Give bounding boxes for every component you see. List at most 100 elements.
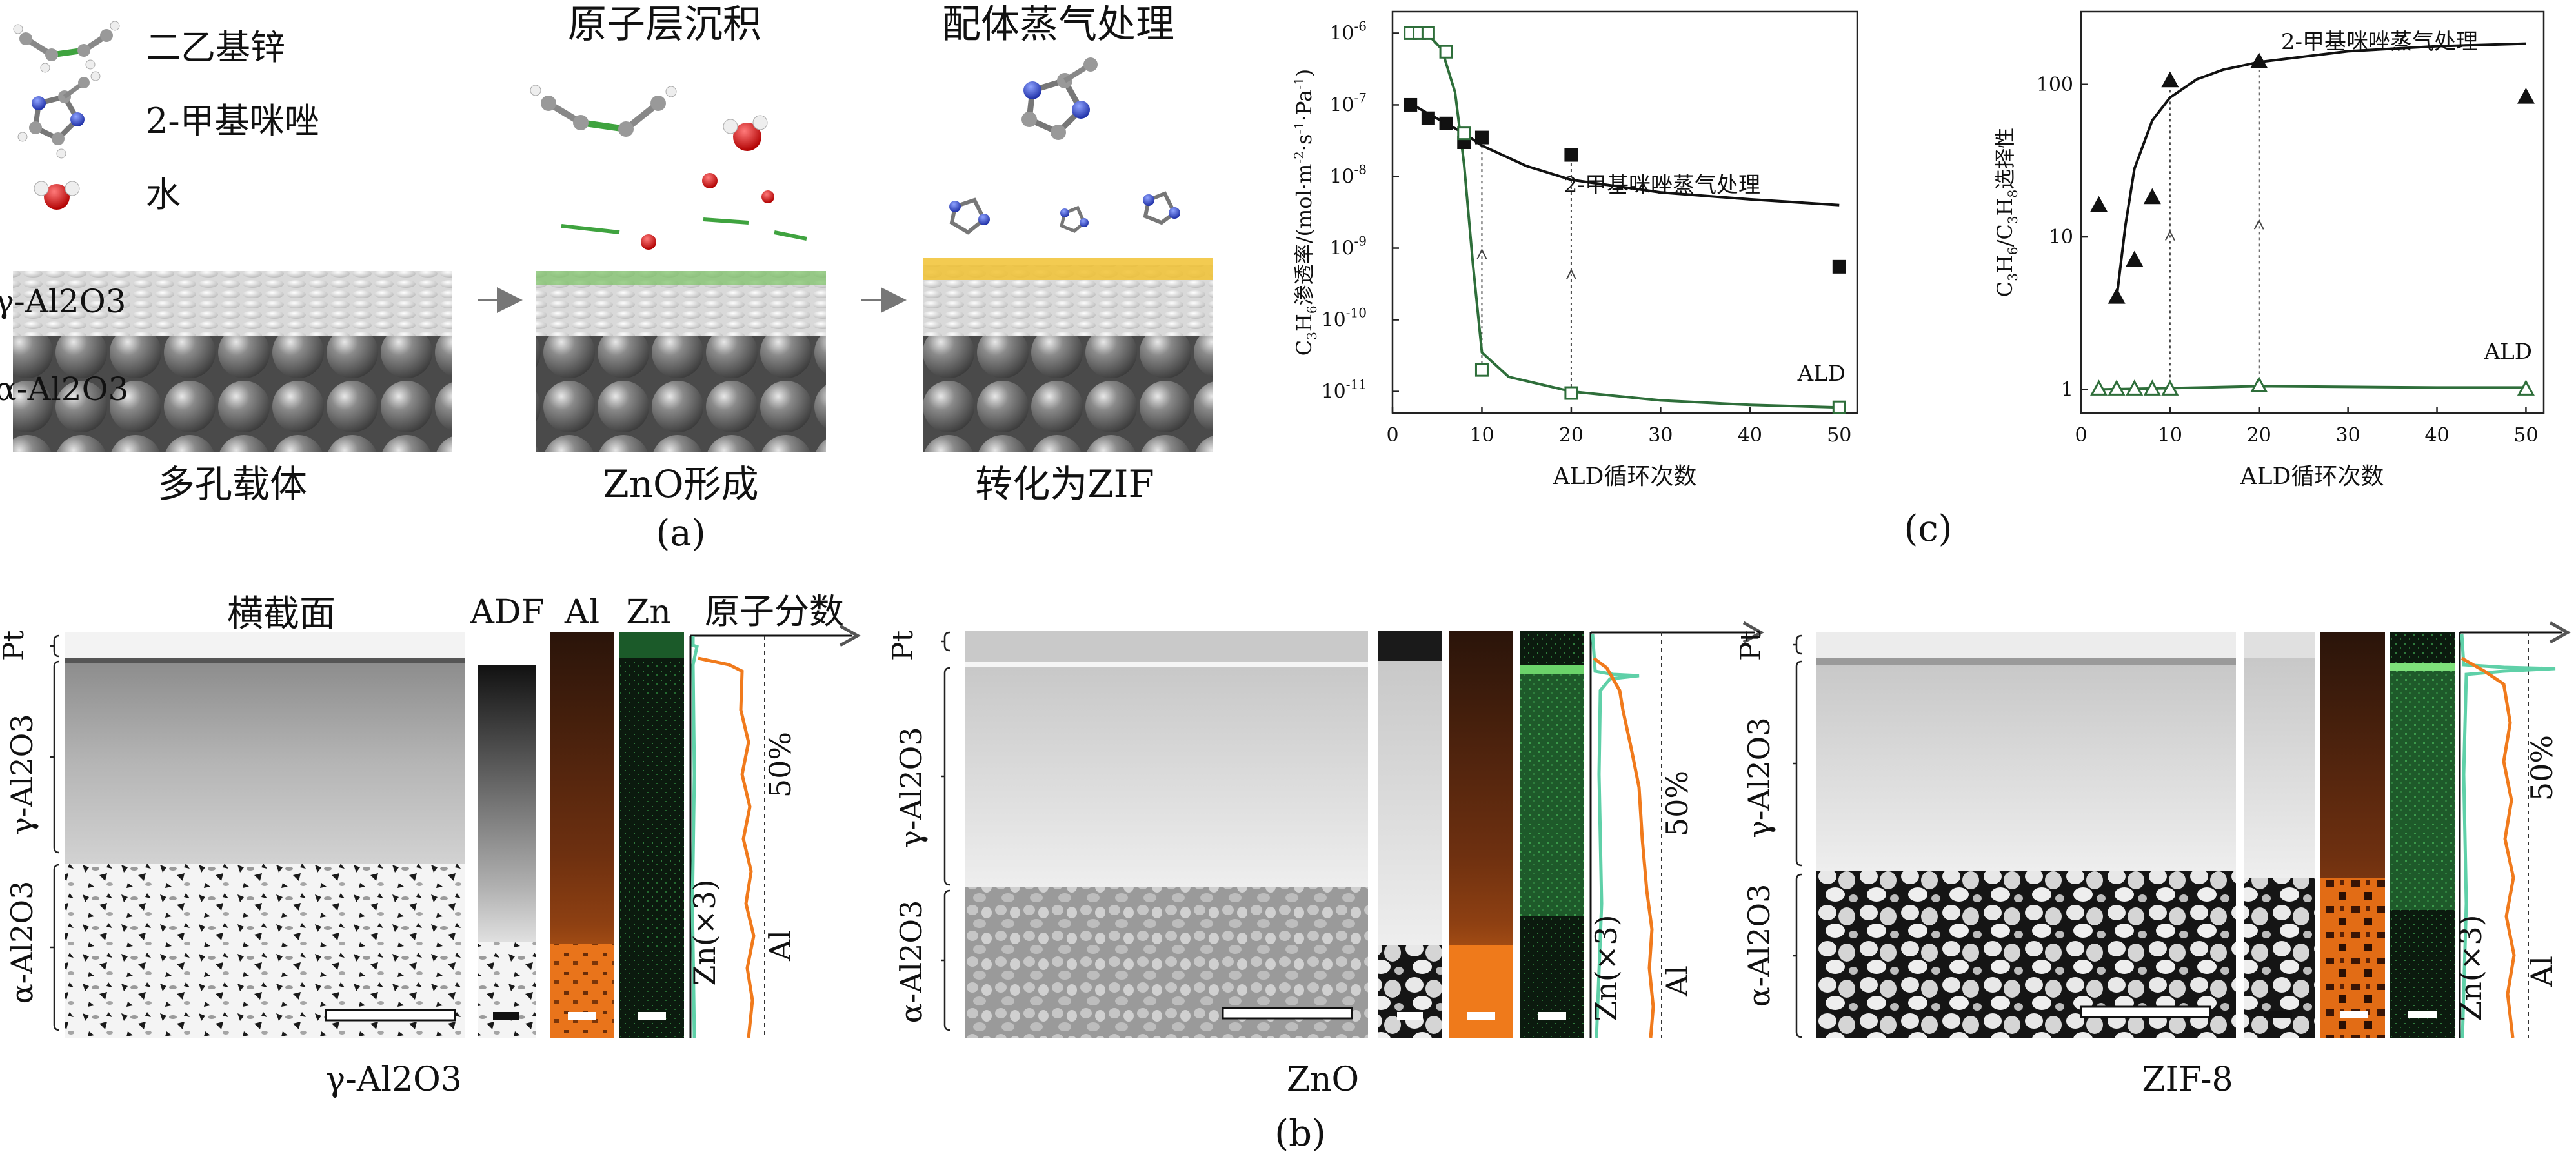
data-point [1421, 111, 1435, 125]
chart2-frame [2080, 10, 2545, 414]
x-tick-label: 10 [1469, 424, 1494, 447]
sample-gamma: Pt γ-Al2O3 α-Al2O3 50% [0, 624, 861, 1099]
methylimidazole-icon [17, 71, 101, 159]
data-point [2517, 379, 2535, 396]
caption-support: 多孔载体 [157, 462, 307, 506]
x-tick-label: 50 [2513, 424, 2538, 447]
side-label-gamma: γ-Al2O3 [5, 714, 39, 834]
data-point [2126, 250, 2144, 267]
fit-curve [1410, 32, 1840, 409]
data-point [2161, 71, 2179, 88]
data-point [2143, 188, 2161, 205]
data-point [1832, 259, 1846, 274]
slab-zif [923, 258, 1213, 452]
panel-a: 二乙基锌 2-甲基咪唑 水 γ-Al2O3 α-Al2O3 多孔载体 原子层沉积 [0, 2, 1213, 554]
chart2-ylabel: C3H6/C3H8选择性 [1993, 128, 2020, 298]
fit-curve [2098, 385, 2526, 391]
scale-bar [1538, 1012, 1566, 1020]
water-icon [34, 181, 80, 210]
side-label-alpha: α-Al2O3 [1742, 884, 1776, 1007]
data-point [1564, 386, 1578, 400]
data-point [1404, 97, 1418, 112]
sample-zno: Pt γ-Al2O3 α-Al2O3 [887, 621, 1764, 1099]
fit-curve [1409, 102, 1840, 207]
panel-b: 横截面 ADF Al Zn 原子分数 Pt γ-Al2O3 α-Al2O3 [0, 591, 2571, 1152]
x-tick-label: 0 [1386, 424, 1398, 447]
data-point [1439, 116, 1453, 130]
panel-c-label: (c) [1904, 508, 1952, 550]
data-point [2090, 379, 2108, 396]
col-adf: ADF [469, 593, 544, 632]
x-tick-label: 20 [2247, 424, 2271, 447]
side-label-pt: Pt [1735, 630, 1767, 661]
y-tick-label: 100 [2037, 74, 2073, 96]
y-tick-label: 10-6 [1329, 18, 1367, 45]
chart1-label-ald: ALD [1797, 361, 1846, 387]
data-point [2517, 88, 2535, 104]
x-tick-label: 0 [2075, 424, 2087, 447]
data-point [1421, 26, 1435, 40]
data-point [1474, 130, 1489, 145]
side-label-gamma: γ-Al2O3 [1742, 717, 1776, 838]
guide-arrow-icon [1566, 268, 1576, 280]
data-point [2161, 379, 2179, 396]
zn-trace-label: Zn(×3) [1589, 915, 1624, 1021]
step-ligand-vapor: 配体蒸气处理 [942, 2, 1174, 47]
scale-bar [2264, 1011, 2292, 1018]
slab-zno [536, 271, 826, 452]
chart1-frame [1391, 10, 1858, 414]
data-point [2090, 196, 2108, 212]
y-tick-label: 10-7 [1329, 90, 1367, 116]
data-point [2143, 379, 2161, 396]
y-tick-label: 10-11 [1322, 377, 1367, 403]
slab-porous-support [13, 271, 452, 452]
sample-zif8: Pt γ-Al2O3 α-Al2O3 [1735, 621, 2571, 1099]
col-zn: Zn [626, 593, 671, 632]
col-fraction: 原子分数 [705, 591, 844, 632]
data-point [1832, 400, 1846, 414]
percent-50: 50% [1660, 771, 1695, 836]
legend-water: 水 [146, 174, 181, 215]
cross-section-title: 横截面 [227, 593, 336, 635]
legend-methylimidazole: 2-甲基咪唑 [146, 101, 319, 141]
scale-bar [1467, 1012, 1495, 1020]
data-point [2250, 376, 2268, 392]
side-label-alpha: α-Al2O3 [894, 900, 929, 1024]
y-tick-label: 10-9 [1329, 234, 1367, 260]
scale-bar [1397, 1012, 1423, 1020]
x-tick-label: 30 [2336, 424, 2360, 447]
chart2-xlabel: ALD循环次数 [2240, 463, 2384, 490]
layer-alpha: α-Al2O3 [0, 370, 128, 408]
scale-bar [568, 1012, 596, 1020]
y-tick-label: 1 [2061, 378, 2073, 401]
data-point [1457, 126, 1471, 141]
ald-molecules [530, 85, 807, 250]
side-label-gamma: γ-Al2O3 [894, 727, 929, 847]
chart1-ylabel: C3H6渗透率/(mol·m-2·s-1·Pa-1) [1291, 69, 1320, 356]
diethylzinc-icon [13, 21, 120, 73]
data-point [2250, 52, 2268, 68]
scale-bar [493, 1012, 519, 1020]
zn-trace-label: Zn(×3) [687, 879, 722, 985]
sample-caption-gamma: γ-Al2O3 [325, 1060, 462, 1099]
x-tick-label: 10 [2158, 424, 2182, 447]
x-tick-label: 40 [1738, 424, 1762, 447]
y-tick-label: 10-8 [1329, 161, 1367, 188]
fit-curve [2115, 42, 2526, 298]
chart2-label-vapor: 2-甲基咪唑蒸气处理 [2281, 29, 2478, 55]
guide-arrow-icon [2164, 230, 2175, 241]
data-point [1474, 363, 1489, 377]
side-label-alpha: α-Al2O3 [5, 881, 39, 1004]
guide-arrow-icon [1476, 248, 1487, 259]
x-tick-label: 40 [2424, 424, 2449, 447]
ligand-molecules [949, 57, 1180, 235]
legend-diethylzinc: 二乙基锌 [146, 27, 285, 68]
percent-50: 50% [2524, 735, 2559, 801]
scale-bar [1222, 1007, 1353, 1020]
scale-bar [325, 1009, 456, 1022]
panel-a-label: (a) [656, 512, 705, 554]
y-tick-label: 10-10 [1322, 305, 1367, 332]
al-trace-label: Al [1660, 965, 1695, 997]
scale-bar [2408, 1011, 2437, 1018]
